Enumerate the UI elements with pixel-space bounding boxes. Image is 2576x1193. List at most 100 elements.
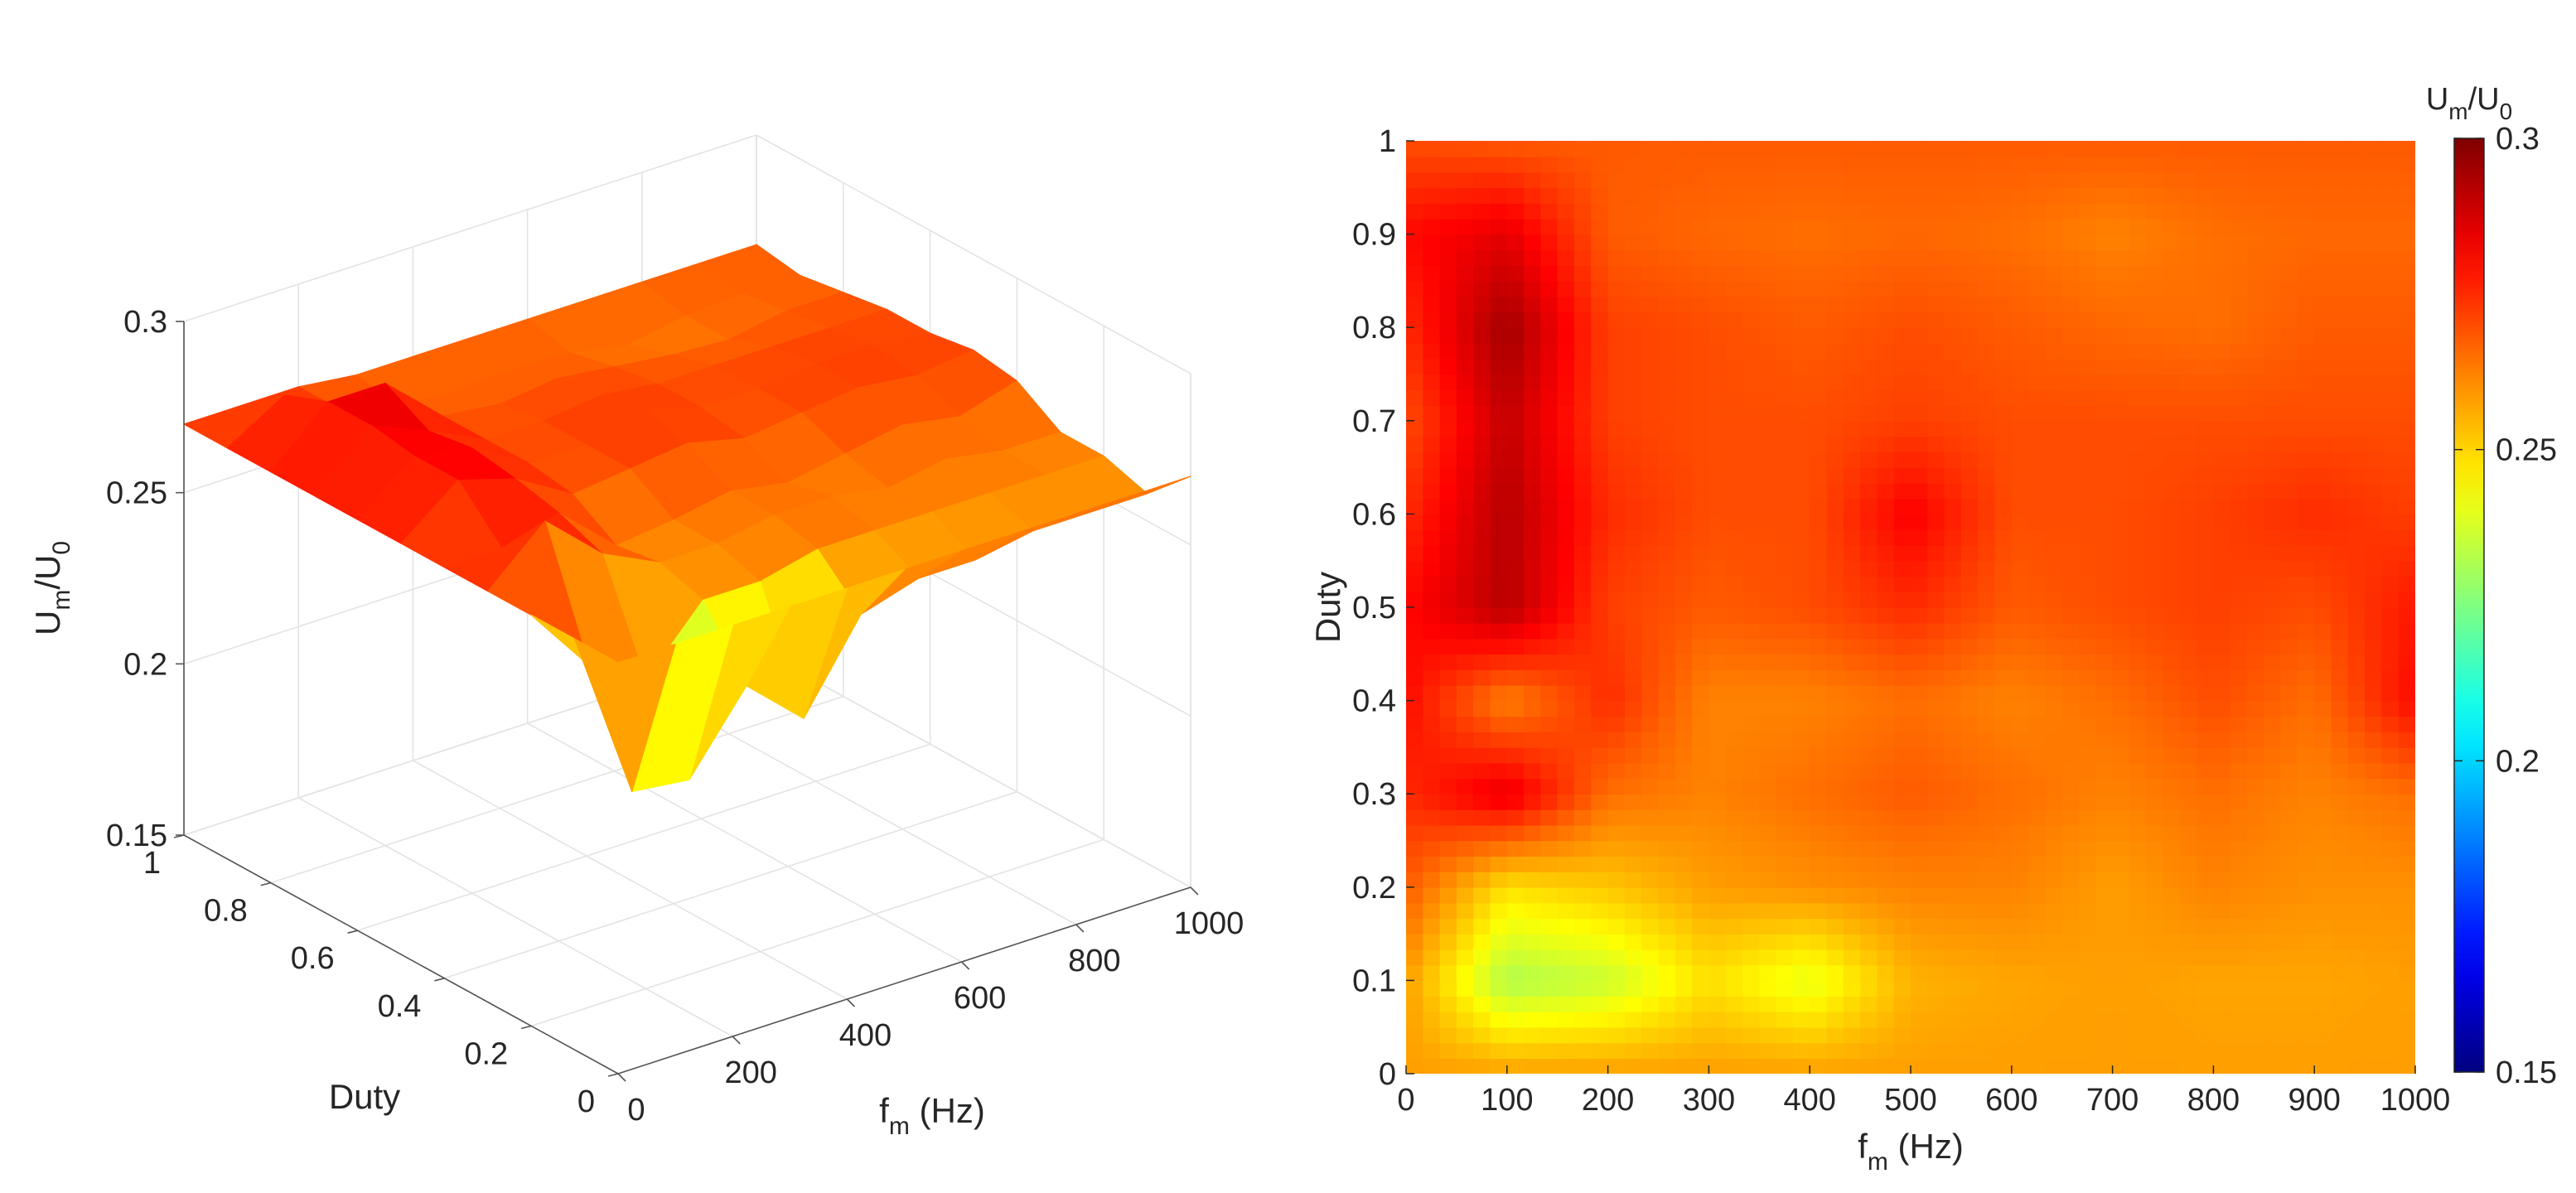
heatmap-cell (1725, 949, 1743, 966)
heatmap-cell (1624, 1042, 1642, 1060)
heatmap-cell (2011, 249, 2029, 266)
heatmap-cell (1708, 420, 1727, 437)
heatmap-cell (2163, 249, 2181, 266)
heatmap-cell (1439, 934, 1457, 950)
heatmap-cell (1843, 171, 1861, 189)
heatmap-cell (2061, 872, 2080, 888)
heatmap-cell (1860, 265, 1878, 282)
heatmap-cell (2247, 342, 2265, 360)
heatmap-cell (2247, 312, 2265, 328)
heatmap-cell (2045, 249, 2063, 266)
heatmap-cell (2112, 156, 2130, 173)
heatmap-cell (2095, 482, 2114, 500)
heatmap-cell (2112, 684, 2130, 702)
heatmap-cell (1574, 234, 1592, 251)
heatmap-cell (2230, 840, 2248, 857)
heatmap-cell (1574, 1058, 1592, 1074)
heatmap-cell (2146, 918, 2164, 935)
heatmap-cell (1810, 374, 1828, 391)
heatmap-cell (2061, 716, 2080, 732)
grid-line (297, 797, 733, 1037)
heatmap-cell (1994, 622, 2013, 640)
heatmap-cell (1658, 794, 1676, 810)
heatmap-cell (2213, 498, 2231, 515)
heatmap-cell (1658, 312, 1676, 328)
heatmap-cell (2079, 436, 2097, 453)
heatmap-cell (1591, 669, 1609, 686)
heatmap-cell (2331, 576, 2349, 593)
heatmap-cell (1978, 187, 1996, 204)
heatmap-cell (2095, 1042, 2114, 1060)
heatmap-cell (1456, 498, 1474, 515)
heatmap-cell (2129, 171, 2147, 189)
heatmap-cell (2230, 1026, 2248, 1044)
heatmap-cell (2398, 980, 2415, 997)
heatmap-cell (1759, 824, 1777, 842)
heatmap-cell (1490, 514, 1508, 530)
heatmap-cell (1658, 358, 1676, 375)
heatmap-cell (1944, 934, 1962, 950)
heatmap-cell (1591, 918, 1609, 935)
heatmap-cell (2230, 312, 2248, 328)
heatmap-cell (2314, 576, 2332, 593)
heatmap-cell (1624, 622, 1642, 640)
grid-line (444, 791, 1017, 979)
heatmap-cell (2398, 171, 2415, 189)
heatmap-cell (2079, 980, 2097, 997)
heatmap-cell (1994, 389, 2013, 406)
heatmap-cell (2230, 467, 2248, 484)
heatmap-cell (1423, 638, 1441, 655)
heatmap-cell (1607, 840, 1626, 857)
heatmap-cell (2112, 1026, 2130, 1044)
heatmap-cell (1810, 856, 1828, 872)
heatmap-cell (1725, 544, 1743, 562)
heatmap-cell (1557, 856, 1575, 872)
heatmap-cell (1994, 934, 2013, 950)
heatmap-cell (1877, 964, 1895, 982)
heatmap-cell (2061, 638, 2080, 655)
heatmap-cell (1810, 669, 1828, 686)
surface-x-tick (961, 961, 970, 970)
heatmap-cell (1708, 1058, 1727, 1074)
heatmap-cell (2045, 872, 2063, 888)
heatmap-cell (1792, 746, 1810, 764)
heatmap-cell (2028, 654, 2047, 670)
heatmap-cell (2365, 249, 2383, 266)
heatmap-cell (2280, 498, 2298, 515)
heatmap-cell (1574, 778, 1592, 795)
heatmap-y-axis-label: Duty (1308, 572, 1347, 643)
heatmap-cell (2331, 467, 2349, 484)
heatmap-cell (2230, 234, 2248, 251)
heatmap-cell (1557, 934, 1575, 950)
heatmap-cell (1792, 374, 1810, 391)
heatmap-cell (1843, 949, 1861, 966)
heatmap-cell (2028, 856, 2047, 872)
heatmap-cell (1792, 684, 1810, 702)
heatmap-cell (1877, 374, 1895, 391)
heatmap-cell (1692, 732, 1710, 748)
heatmap-cell (2280, 327, 2298, 344)
heatmap-cell (1927, 1011, 1945, 1028)
heatmap-cell (2079, 840, 2097, 857)
heatmap-cell (1557, 203, 1575, 220)
heatmap-cell (2197, 902, 2215, 920)
heatmap-cell (1557, 824, 1575, 842)
heatmap-y-tick-label: 0.1 (1352, 964, 1396, 998)
heatmap-cell (2347, 886, 2366, 904)
heatmap-cell (2247, 746, 2265, 764)
heatmap-cell (2129, 327, 2147, 344)
colorbar-tick-label: 0.15 (2496, 1055, 2557, 1090)
heatmap-cell (2213, 249, 2231, 266)
heatmap-cell (1960, 856, 1979, 872)
heatmap-cell (2213, 358, 2231, 375)
heatmap-cell (1843, 234, 1861, 251)
heatmap-cell (2280, 467, 2298, 484)
heatmap-x-tick-label: 400 (1783, 1083, 1835, 1118)
heatmap-cell (1810, 592, 1828, 608)
heatmap-cell (1994, 918, 2013, 935)
heatmap-cell (1742, 654, 1761, 670)
heatmap-cell (1473, 1042, 1491, 1060)
heatmap-cell (1524, 762, 1542, 780)
heatmap-cell (1524, 1011, 1542, 1028)
heatmap-cell (2297, 234, 2315, 251)
